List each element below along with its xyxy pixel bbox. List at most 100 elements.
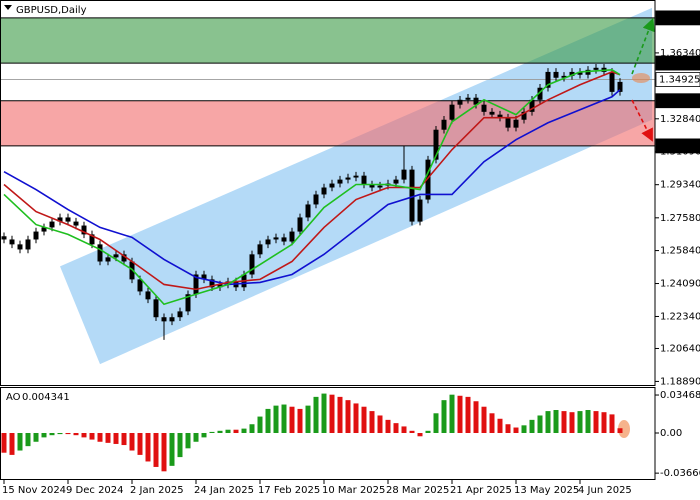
ao-bar [489,413,495,433]
ao-bar [417,433,423,437]
ao-bar [553,410,559,433]
candle-body [577,71,583,75]
ao-bar [73,433,79,436]
candle-body [33,231,39,240]
ao-bar [433,413,439,433]
x-tick-label: 4 Jun 2025 [578,485,632,496]
ao-marker [618,420,630,438]
chart-title: GBPUSD,Daily [16,5,87,16]
candle-body [81,225,87,235]
ao-bar [9,433,15,455]
candle-body [121,254,127,262]
ao-bar [601,412,607,433]
ao-bar [297,408,303,433]
ao-bar [481,406,487,433]
candle-body [361,175,367,185]
ao-bar [241,428,247,433]
ao-bar [345,400,351,433]
ao-bar [577,411,583,433]
candle-body [433,129,439,160]
candle-body [569,71,575,76]
ao-bar [161,433,167,472]
candle-body [513,119,519,128]
ao-bar [409,430,415,433]
ao-bar [537,415,543,433]
ao-bar [169,433,175,466]
ao-bar [177,433,183,458]
candle-body [561,75,567,78]
candle-body [257,244,263,255]
level-label: 1.35800 [659,58,700,69]
ao-bar [361,406,367,433]
ao-bar [425,430,431,433]
level-label: 1.33800 [659,96,700,107]
candle-body [153,299,159,318]
ao-bar [209,431,215,433]
y-tick-label: 1.32840 [660,114,700,125]
ao-bar [585,410,591,433]
ao-panel [1,393,623,472]
ao-bar [49,433,55,436]
x-tick-label: 2 Jan 2025 [130,485,184,496]
x-tick-label: 28 Mar 2025 [386,485,449,496]
candle-body [505,117,511,128]
ao-bar [113,433,119,444]
ao-bar [233,429,239,433]
ao-bar [385,419,391,433]
candle-body [25,239,31,250]
candle-body [417,199,423,222]
candle-body [97,244,103,262]
menu-triangle [4,5,12,10]
candle-body [441,119,447,130]
ao-bar [313,396,319,433]
candle-body [545,71,551,88]
ao-bar [449,394,455,433]
annotations [618,18,655,438]
ao-bar [441,400,447,433]
ao-bar [129,433,135,451]
ao-bar [401,426,407,433]
ao-bar [353,403,359,433]
y-tick-label: 1.27580 [660,213,700,224]
candle-body [521,111,527,120]
ao-bar [41,433,47,438]
ao-bar [65,433,71,435]
zone [0,100,655,146]
ao-bar [457,395,463,433]
ao-bar [153,433,159,467]
ao-bar [369,411,375,433]
ao-bar [289,406,295,433]
ao-bar [305,405,311,433]
candle-body [177,311,183,318]
ao-bar [81,433,87,438]
ao-bar [217,430,223,433]
ao-bar [1,433,7,453]
candle-body [137,279,143,292]
x-tick-label: 13 May 2025 [514,485,579,496]
candle-body [313,194,319,205]
x-tick-label: 9 Dec 2024 [66,485,124,496]
ao-bar [529,419,535,433]
ao-bar [105,433,111,443]
ao-bar [473,401,479,433]
ao-bar [505,424,511,433]
candle-body [289,231,295,242]
candle-body [329,183,335,188]
candle-body [217,284,223,288]
ao-bar [593,411,599,433]
ao-bar [17,433,23,451]
candle-body [249,254,255,275]
level-box [655,72,700,87]
ao-bar [497,418,503,433]
candle-body [17,244,23,250]
ao-bar [329,394,335,433]
candle-body [145,291,151,300]
candle-body [105,257,111,262]
ao-bar [617,428,623,433]
y-tick-label: 1.36340 [660,48,700,59]
ao-bar [57,433,63,435]
level-box [655,93,700,109]
